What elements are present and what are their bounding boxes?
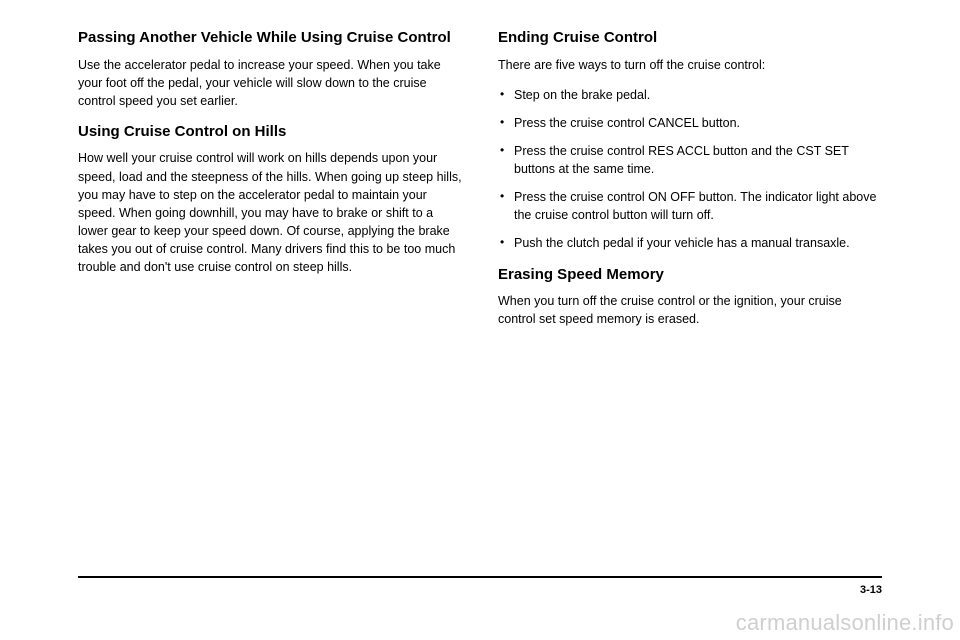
heading-passing: Passing Another Vehicle While Using Crui… [78, 28, 462, 48]
page-number: 3-13 [860, 584, 882, 596]
list-item: Step on the brake pedal. [498, 86, 882, 104]
heading-erasing: Erasing Speed Memory [498, 265, 882, 285]
heading-ending: Ending Cruise Control [498, 28, 882, 48]
ending-list: Step on the brake pedal. Press the cruis… [498, 86, 882, 253]
paragraph-erasing: When you turn off the cruise control or … [498, 292, 882, 328]
watermark-text: carmanualsonline.info [736, 610, 954, 636]
paragraph-hills: How well your cruise control will work o… [78, 149, 462, 276]
list-item: Press the cruise control RES ACCL button… [498, 142, 882, 178]
left-column: Passing Another Vehicle While Using Crui… [78, 28, 462, 340]
list-item: Push the clutch pedal if your vehicle ha… [498, 234, 882, 252]
manual-page: Passing Another Vehicle While Using Crui… [0, 0, 960, 340]
paragraph-passing: Use the accelerator pedal to increase yo… [78, 56, 462, 110]
heading-hills: Using Cruise Control on Hills [78, 122, 462, 142]
list-item: Press the cruise control ON OFF button. … [498, 188, 882, 224]
footer-rule [78, 576, 882, 578]
right-column: Ending Cruise Control There are five way… [498, 28, 882, 340]
paragraph-ending-intro: There are five ways to turn off the crui… [498, 56, 882, 74]
list-item: Press the cruise control CANCEL button. [498, 114, 882, 132]
